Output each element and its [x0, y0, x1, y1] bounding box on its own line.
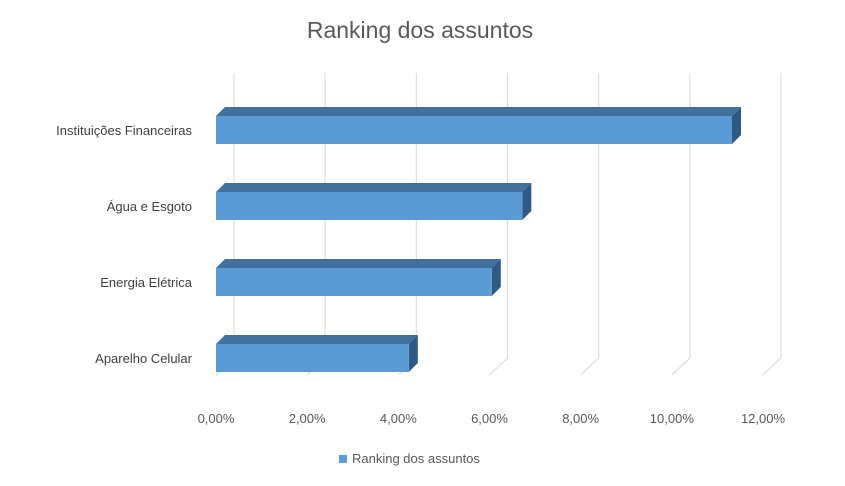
bar-side-face: [732, 107, 742, 144]
bar-front-face: [216, 116, 733, 144]
gridline-floor: [489, 357, 508, 376]
x-tick-label: 2,00%: [289, 411, 326, 426]
y-axis-categories: Instituições Financeiras Água e Esgoto Ene…: [56, 123, 193, 366]
bar: [216, 259, 501, 296]
bar-side-face: [491, 259, 501, 296]
bars: [216, 107, 742, 372]
bar-top-face: [216, 259, 501, 268]
x-tick-label: 8,00%: [562, 411, 599, 426]
bar-top-face: [216, 183, 532, 192]
x-tick-label: 4,00%: [380, 411, 417, 426]
bar-top-face: [216, 107, 742, 116]
gridline-floor: [671, 357, 691, 376]
bar-top-face: [216, 335, 418, 344]
category-label: Energia Elétrica: [100, 275, 193, 290]
bar: [216, 107, 742, 144]
bar: [216, 183, 532, 220]
category-label: Aparelho Celular: [95, 351, 193, 366]
category-label: Instituições Financeiras: [56, 123, 192, 138]
bar-side-face: [408, 335, 418, 372]
bar-side-face: [522, 183, 532, 220]
gridline-floor: [580, 357, 600, 376]
x-tick-label: 10,00%: [650, 411, 695, 426]
legend-label: Ranking dos assuntos: [352, 451, 480, 466]
legend-swatch: [339, 455, 347, 463]
bar-front-face: [216, 344, 409, 372]
x-tick-label: 0,00%: [198, 411, 235, 426]
x-tick-label: 6,00%: [471, 411, 508, 426]
category-label: Água e Esgoto: [107, 199, 192, 214]
bar: [216, 335, 418, 372]
x-tick-label: 12,00%: [741, 411, 786, 426]
gridline-floor: [762, 357, 782, 376]
x-axis-ticks: 0,00% 2,00% 4,00% 6,00% 8,00% 10,00% 12,00%: [198, 411, 786, 426]
chart-title: Ranking dos assuntos: [307, 17, 533, 43]
legend: Ranking dos assuntos: [339, 451, 480, 466]
bar-front-face: [216, 192, 523, 220]
bar-front-face: [216, 268, 492, 296]
